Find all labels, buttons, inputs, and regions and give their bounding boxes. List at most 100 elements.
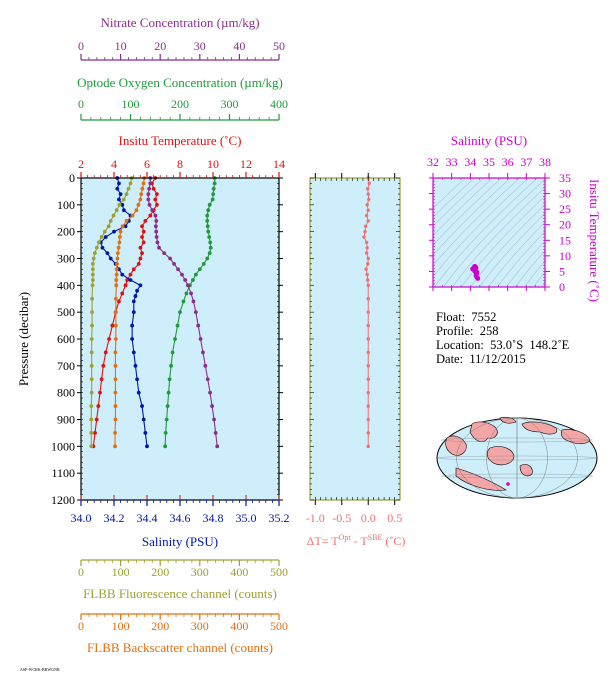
temperature-profile-point: [123, 283, 128, 288]
temperature-profile-point: [136, 261, 141, 266]
oxygen-axis-label: Optode Oxygen Concentration (µm/kg): [77, 75, 283, 90]
nitrate-profile-point: [198, 337, 203, 341]
nitrate-profile-point: [153, 224, 158, 229]
delta-t-point: [366, 390, 370, 395]
oxygen-profile-point: [206, 208, 211, 213]
backscatter-profile-point: [113, 417, 118, 422]
backscatter-profile-point: [136, 202, 141, 207]
backscatter-profile-point: [113, 390, 118, 395]
delta-t-point: [366, 364, 370, 368]
delta-t-label-part: (˚C): [382, 534, 405, 548]
oxygen-profile-point: [211, 186, 216, 191]
salinity-profile-point: [120, 272, 125, 277]
backscatter-profile-point: [114, 272, 119, 277]
fluorescence-profile-point: [111, 213, 116, 218]
delta-t-point: [366, 262, 370, 266]
nitrate-profile-point: [183, 278, 188, 282]
temperature-tick-label: 6: [144, 157, 150, 171]
salinity-profile-point: [117, 197, 121, 202]
nitrate-profile-point: [213, 431, 218, 435]
salinity-profile-point: [138, 283, 143, 288]
salinity-profile-point: [143, 431, 148, 435]
salinity-profile-point: [100, 245, 105, 250]
oxygen-profile-point: [166, 390, 171, 395]
fluorescence-profile-point: [106, 224, 111, 229]
nitrate-tick-label: 50: [273, 39, 285, 53]
delta-t-tick-label: 0.5: [387, 511, 402, 525]
backscatter-profile-point: [117, 240, 122, 245]
pressure-tick-label: 300: [57, 252, 75, 266]
backscatter-profile-point: [113, 350, 118, 355]
fluorescence-profile-point: [114, 208, 119, 213]
ts-temp-tick-label: 15: [559, 233, 571, 247]
ts-density-contour: [433, 178, 502, 246]
ts-salinity-tick-label: 37: [520, 155, 532, 169]
oxygen-profile-point: [205, 224, 210, 229]
ts-density-contour: [470, 204, 545, 287]
salinity-profile-point: [131, 310, 136, 315]
delta-t-axes: -1.0 -0.5 0.0 0.5: [306, 173, 402, 525]
salinity-tick-label: 35.0: [236, 511, 257, 525]
nitrate-tick-label: 40: [233, 39, 245, 53]
temperature-profile-point: [155, 192, 159, 197]
salinity-profile-point: [131, 299, 136, 304]
ts-density-contour: [479, 212, 545, 287]
backscatter-profile-point: [113, 431, 117, 435]
ts-density-contour: [524, 260, 545, 287]
nitrate-profile-point: [172, 261, 176, 266]
ts-density-contour: [433, 178, 493, 236]
salinity-tick-label: 34.2: [104, 511, 125, 525]
oxygen-profile-point: [205, 219, 210, 223]
oxygen-profile-point: [207, 235, 212, 239]
nitrate-profile-point: [196, 323, 201, 328]
delta-t-point: [366, 278, 370, 282]
delta-t-point: [366, 256, 370, 261]
temperature-profile-line: [92, 177, 158, 447]
fluorescence-profile-point: [89, 431, 94, 435]
oxygen-profile-point: [175, 323, 180, 328]
ts-density-contour: [434, 178, 538, 287]
backscatter-profile-point: [116, 245, 121, 250]
delta-t-plot-area: [310, 178, 400, 500]
backscatter-profile-point: [114, 283, 119, 288]
salinity-tick-label: 34.8: [203, 511, 224, 525]
delta-t-point: [366, 377, 370, 381]
backscatter-profile-point: [115, 256, 120, 261]
backscatter-profile-point: [139, 192, 144, 197]
fluorescence-profile-point: [128, 181, 133, 186]
backscatter-profile-point: [117, 235, 122, 239]
temperature-profile-point: [138, 256, 143, 261]
ts-point: [472, 268, 478, 273]
temperature-profile-point: [143, 219, 148, 223]
backscatter-profile-point: [140, 186, 145, 191]
oxygen-profile-point: [170, 350, 175, 355]
ts-temp-tick-label: 5: [559, 264, 565, 278]
temperature-profile-point: [117, 299, 121, 304]
oxygen-tick-label: 400: [270, 97, 288, 111]
backscatter-tick-label: 200: [151, 619, 169, 633]
fluorescence-profile-point: [89, 404, 94, 408]
fluorescence-tick-label: 500: [270, 565, 288, 579]
globe-parallel: [441, 473, 593, 479]
profile-axes: 0100200300400500600700800900100011001200…: [16, 15, 290, 655]
temperature-tick-label: 12: [240, 157, 252, 171]
nitrate-profile-point: [212, 417, 216, 422]
nitrate-tick-label: 0: [78, 39, 84, 53]
fluorescence-profile-point: [102, 229, 107, 234]
ts-temp-tick-label: 0: [559, 280, 565, 294]
salinity-profile-point: [123, 224, 128, 229]
temperature-profile-point: [98, 390, 102, 395]
salinity-profile-point: [128, 278, 133, 282]
delta-t-point: [366, 350, 370, 355]
pressure-tick-label: 400: [57, 278, 75, 292]
salinity-profile-point: [108, 256, 113, 261]
backscatter-tick-label: 0: [78, 619, 84, 633]
location-globe-map: [436, 416, 598, 499]
ts-density-contour: [497, 231, 545, 287]
oxygen-profile-point: [211, 192, 216, 197]
oxygen-profile-point: [207, 202, 212, 207]
pressure-tick-label: 1000: [51, 439, 75, 453]
nitrate-profile-point: [147, 202, 152, 207]
temperature-profile-point: [120, 291, 125, 296]
oxygen-profile-point: [205, 213, 210, 218]
